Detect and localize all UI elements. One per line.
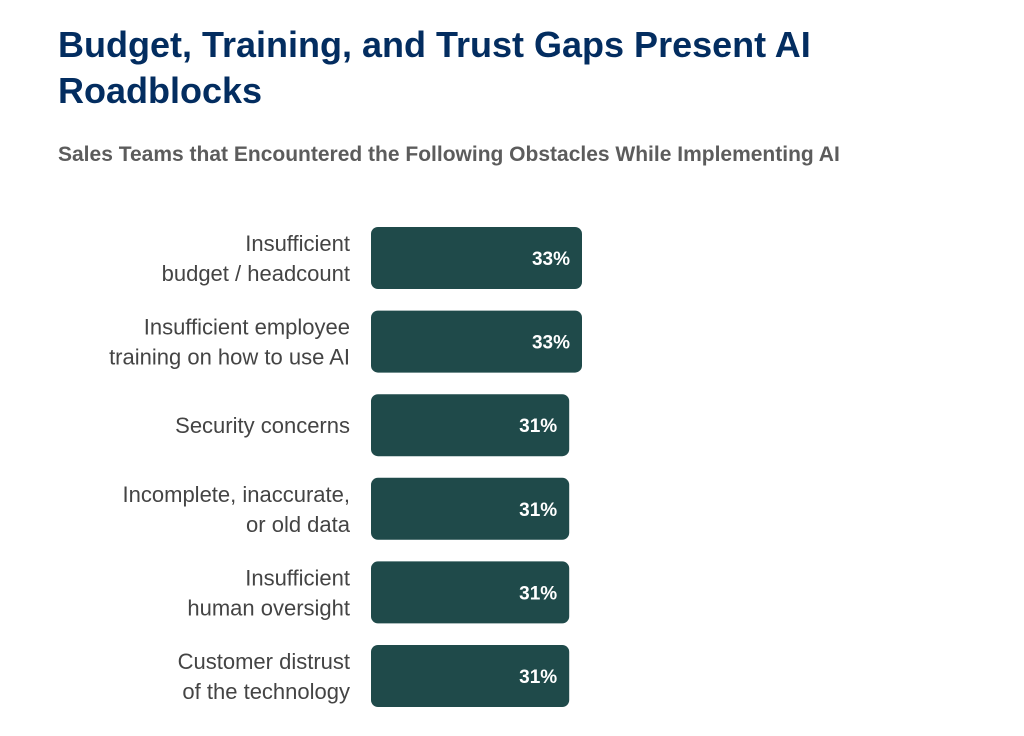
bar-value-label: 33% (532, 333, 570, 354)
chart-subtitle: Sales Teams that Encountered the Followi… (58, 143, 840, 166)
bar (371, 477, 570, 540)
category-label: or old data (246, 512, 351, 537)
bar (371, 227, 582, 289)
bar-value-label: 31% (519, 583, 557, 604)
category-label: of the technology (182, 679, 350, 704)
category-label: Incomplete, inaccurate, (123, 482, 350, 507)
bar-value-label: 31% (519, 667, 557, 688)
bar (371, 561, 570, 624)
category-label: Insufficient (245, 565, 350, 590)
category-label: Security concerns (175, 413, 350, 438)
category-label: Customer distrust (178, 649, 350, 674)
bars-layer: 33% Insufficient budget / headcount 33% Insu… (109, 227, 582, 707)
category-label: Insufficient employee (144, 315, 350, 340)
category-label: training on how to use AI (109, 345, 350, 370)
bar (371, 310, 582, 373)
bar-value-label: 31% (519, 416, 557, 437)
category-label: human oversight (187, 595, 350, 620)
bar-value-label: 31% (519, 500, 557, 521)
bar (371, 394, 570, 457)
bar-value-label: 33% (532, 249, 570, 270)
chart-title: Budget, Training, and Trust Gaps Present… (58, 24, 811, 111)
bar (371, 645, 570, 707)
category-label: Insufficient (245, 231, 350, 256)
category-label: budget / headcount (162, 261, 350, 286)
